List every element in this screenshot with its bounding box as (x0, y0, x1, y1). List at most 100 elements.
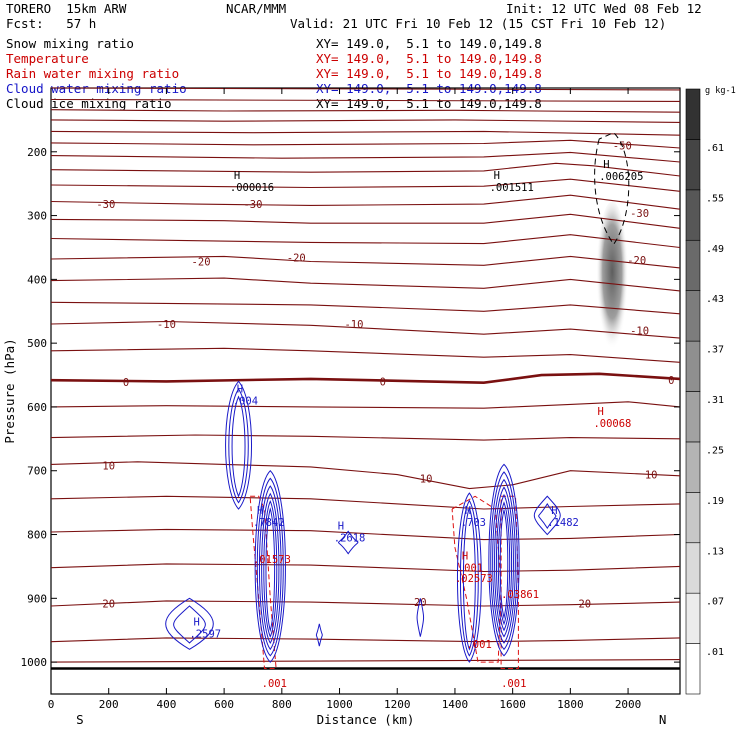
temperature-label: -20 (287, 253, 306, 265)
y-tick-label: 1000 (21, 656, 48, 669)
max-value-label: .001 (262, 678, 287, 690)
temperature-contour (50, 130, 681, 136)
colorbar-tick-label: .61 (706, 143, 724, 154)
cloud-water-contour (533, 495, 561, 536)
y-tick-label: 800 (27, 529, 47, 542)
temperature-label: -20 (192, 257, 211, 269)
temperature-contour (50, 434, 681, 441)
colorbar-units: g kg-1 (705, 86, 736, 96)
cloud-water-contour (459, 499, 479, 657)
rain-water-contour (451, 495, 502, 663)
legend-xy: XY= 149.0, 5.1 to 149.0,149.8 (316, 36, 542, 51)
cloud-water-contour (499, 508, 509, 620)
y-tick-label: 700 (27, 465, 47, 478)
max-value-label: .2597 (189, 628, 221, 640)
y-tick-label: 200 (27, 146, 47, 159)
temperature-contour (50, 495, 681, 510)
temperature-label: -10 (344, 319, 363, 331)
max-value-label: .01573 (253, 554, 291, 566)
colorbar-swatch (685, 340, 701, 392)
legend-xy: XY= 149.0, 5.1 to 149.0,149.8 (316, 51, 542, 66)
temperature-contour (50, 98, 681, 102)
max-value-label: .006205 (599, 171, 643, 183)
temperature-contour (50, 320, 681, 339)
max-value-label: .00068 (593, 418, 631, 430)
x-tick-label: 2000 (615, 698, 642, 711)
colorbar-swatch (685, 441, 701, 493)
temperature-label: -20 (627, 255, 646, 267)
cloud-water-contour (254, 470, 286, 663)
cloud-water-contour (488, 463, 520, 657)
temperature-contour (50, 637, 681, 643)
max-marker: H (237, 384, 243, 396)
plot-frame (50, 87, 681, 695)
x-tick-label: 1400 (442, 698, 469, 711)
legend-label: Rain water mixing ratio (6, 66, 180, 81)
colorbar-swatch (685, 492, 701, 544)
cloud-water-contour (225, 380, 253, 510)
temperature-contour (50, 234, 681, 249)
max-marker: H (257, 505, 263, 517)
colorbar-swatch (685, 391, 701, 443)
temperature-contour (50, 659, 681, 663)
colorbar-tick-label: .49 (706, 244, 724, 255)
cloud-water-contour (165, 597, 214, 650)
valid-time: Valid: 21 UTC Fri 10 Feb 12 (15 CST Fri … (290, 16, 667, 31)
temperature-contour (50, 255, 681, 269)
snow-contour (594, 132, 630, 246)
colorbar-swatch (685, 189, 701, 241)
forecast-hour: Fcst: 57 h (6, 16, 97, 31)
cloud-water-contour (416, 598, 425, 637)
legend-xy: XY= 149.0, 5.1 to 149.0,149.8 (316, 66, 542, 81)
x-tick-label: 1600 (499, 698, 526, 711)
colorbar-swatch (685, 88, 701, 140)
colorbar-swatch (685, 239, 701, 291)
max-value-label: .7842 (253, 517, 285, 529)
colorbar-tick-label: .13 (706, 546, 724, 557)
cloud-water-contour (256, 477, 284, 657)
x-tick-label: 0 (48, 698, 55, 711)
max-marker: H (494, 170, 500, 182)
temperature-label: -10 (630, 325, 649, 337)
max-marker: H (338, 521, 344, 533)
legend-label: Snow mixing ratio (6, 36, 134, 51)
max-value-label: .004 (233, 396, 258, 408)
max-value-label: .001 (458, 563, 483, 575)
cloud-water-contour (258, 485, 282, 651)
max-value-label: .001 (501, 678, 526, 690)
legend-label: Temperature (6, 51, 89, 66)
max-marker: H (603, 159, 609, 171)
temperature-label: 10 (420, 473, 433, 485)
temperature-contour (50, 213, 681, 229)
cloud-water-contour (538, 502, 557, 530)
temperature-contour (50, 347, 681, 363)
temperature-contour (50, 372, 681, 385)
max-value-label: .2618 (334, 533, 366, 545)
colorbar-swatch (685, 290, 701, 342)
temperature-label: 0 (668, 375, 674, 387)
x-tick-label: 1800 (557, 698, 584, 711)
x-tick-label: 1000 (326, 698, 353, 711)
colorbar-tick-label: .01 (706, 647, 724, 658)
temperature-contour (50, 600, 681, 607)
colorbar-tick-label: .25 (706, 445, 724, 456)
x-tick-label: 400 (156, 698, 176, 711)
temperature-label: 20 (578, 598, 591, 610)
temperature-contour (50, 301, 681, 315)
colorbar-swatch (685, 542, 701, 594)
x-tick-label: 200 (99, 698, 119, 711)
temperature-contour (50, 178, 681, 192)
colorbar-swatch (685, 592, 701, 644)
temperature-contour (50, 401, 681, 409)
y-tick-label: 900 (27, 592, 47, 605)
max-marker: H (465, 505, 471, 517)
temperature-label: 10 (645, 470, 658, 482)
temperature-contour (50, 162, 681, 177)
y-tick-label: 500 (27, 337, 47, 350)
cloud-water-contour (315, 623, 323, 647)
init-time: Init: 12 UTC Wed 08 Feb 12 (506, 1, 702, 16)
rain-water-contour (500, 495, 519, 669)
colorbar-swatch (685, 139, 701, 191)
